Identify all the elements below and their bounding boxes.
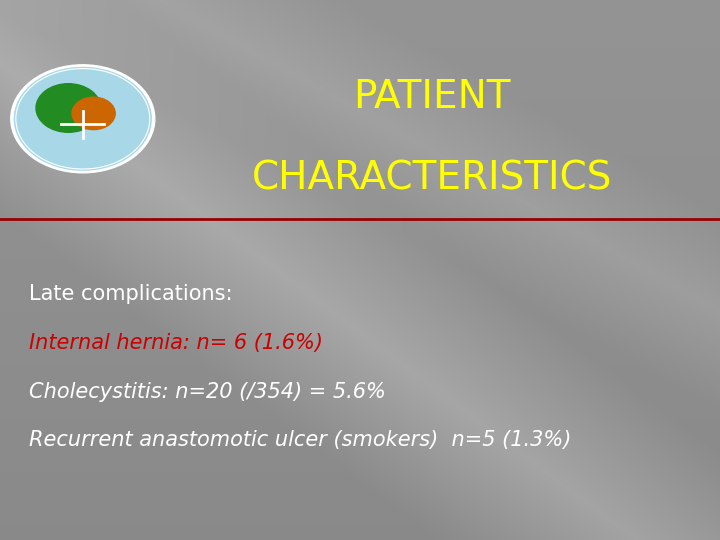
Text: Recurrent anastomotic ulcer (smokers)  n=5 (1.3%): Recurrent anastomotic ulcer (smokers) n=…	[29, 430, 571, 450]
Text: Cholecystitis: n=20 (/354) = 5.6%: Cholecystitis: n=20 (/354) = 5.6%	[29, 381, 386, 402]
Circle shape	[72, 97, 115, 130]
Text: Late complications:: Late complications:	[29, 284, 233, 305]
Text: PATIENT: PATIENT	[354, 78, 510, 116]
Circle shape	[36, 84, 101, 132]
Text: Internal hernia: n= 6 (1.6%): Internal hernia: n= 6 (1.6%)	[29, 333, 323, 353]
Circle shape	[11, 65, 155, 173]
Circle shape	[14, 68, 151, 170]
Text: CHARACTERISTICS: CHARACTERISTICS	[252, 159, 612, 197]
